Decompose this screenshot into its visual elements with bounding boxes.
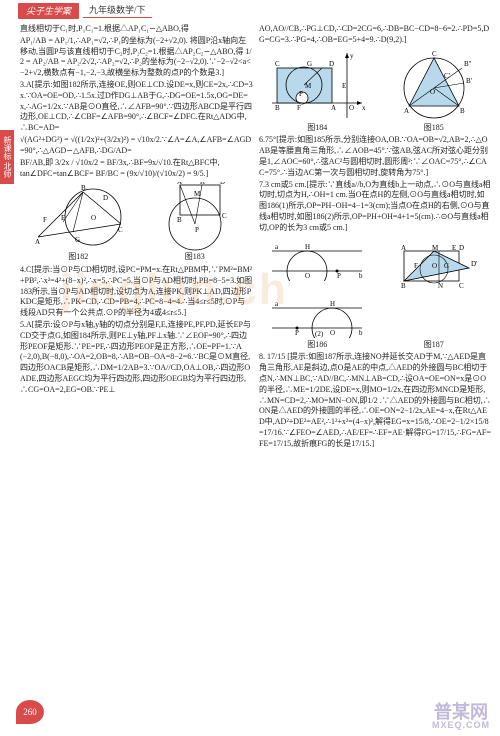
svg-text:O: O — [330, 329, 335, 337]
svg-text:C: C — [275, 60, 280, 68]
svg-text:O: O — [305, 272, 310, 280]
svg-text:C: C — [459, 282, 464, 290]
svg-text:(2): (2) — [315, 330, 324, 338]
figure-182: A B E F G C O D 图182 — [33, 182, 123, 263]
svg-text:P: P — [337, 272, 341, 280]
fig-label: 图182 — [33, 252, 123, 263]
figure-185: A C B O B'' B' C' 图185 — [384, 48, 484, 134]
svg-text:B: B — [401, 282, 406, 290]
svg-text:a: a — [275, 300, 279, 308]
right-column: AO,AO//CB,∴PG⊥CD,∴CD=2CG=6,∴DB=BC−CD=8−6… — [259, 24, 492, 700]
svg-text:H: H — [330, 300, 335, 308]
text: 3.A[提示:如图182所示,连接OE,则OE⊥CD.设DE=x,则CE=2x,… — [20, 80, 253, 134]
svg-text:P: P — [295, 329, 299, 337]
fig-label: 图185 — [384, 123, 484, 134]
svg-text:A: A — [401, 244, 406, 252]
figure-184: C D G B P M A O E F x y 图184 — [267, 48, 367, 134]
svg-text:B: B — [81, 184, 86, 192]
text: 8. 17/15 [提示:如图187所示,连接NO并延长交AD于M,∵△AED是… — [259, 352, 492, 449]
svg-text:C': C' — [444, 72, 450, 80]
svg-text:D: D — [459, 244, 464, 252]
svg-text:B: B — [275, 104, 280, 112]
svg-text:A: A — [35, 238, 40, 246]
svg-text:N: N — [438, 282, 443, 290]
svg-text:x: x — [362, 104, 366, 112]
text: tan∠DFC=tan∠BCF= BF/BC = (9x/√10)/(√10x/… — [20, 169, 253, 180]
svg-text:D': D' — [471, 260, 477, 268]
fig-label: 图186 — [307, 340, 327, 351]
figure-186-set: a H O P b A D B C O N — [259, 236, 492, 351]
svg-text:B: B — [177, 216, 182, 224]
watermark-bottom: 普某网 MXEQ.COM — [432, 703, 490, 730]
svg-text:A: A — [404, 107, 409, 115]
svg-text:E: E — [61, 214, 65, 222]
figure-187: A D B C O N E M D' F G — [384, 236, 484, 291]
fig-label: 图183 — [150, 252, 240, 263]
left-column: 直线相切于C₁时,P₁C₁=1.根据△AP₁C₁∽△ABO,得 AP₁/AB =… — [20, 24, 253, 700]
svg-text:K: K — [200, 182, 205, 186]
header-badge: 尖子生学案 — [18, 3, 79, 19]
svg-text:B': B' — [466, 77, 472, 85]
text: 直线相切于C₁时,P₁C₁=1.根据△AP₁C₁∽△ABO,得 — [20, 24, 253, 35]
svg-text:C: C — [432, 50, 437, 58]
text: 5.A[提示:设⊙P与x轴,y轴的切点分别是F,E,连接PE,PF,PD,延长E… — [20, 320, 253, 396]
svg-text:B: B — [460, 107, 465, 115]
svg-text:G: G — [307, 60, 312, 68]
content-area: 直线相切于C₁时,P₁C₁=1.根据△AP₁C₁∽△ABO,得 AP₁/AB =… — [0, 22, 500, 702]
figure-row-184-185: C D G B P M A O E F x y 图184 — [259, 48, 492, 134]
page-header: 尖子生学案 九年级数学/下 — [0, 0, 500, 22]
svg-text:F: F — [414, 262, 418, 270]
text: 4.C[提示:当⊙P与CD相切时,设PC=PM=x.在Rt△PBM中,∵PM²=… — [20, 265, 253, 319]
svg-text:H: H — [305, 243, 310, 251]
text: 6.75°[提示:如图185所示,分别连接OA,OB.∵OA=OB=√2,AB=… — [259, 135, 492, 178]
svg-text:O: O — [349, 104, 354, 112]
svg-text:O: O — [430, 88, 435, 96]
fig-label: 图184 — [267, 123, 367, 134]
svg-text:C: C — [222, 212, 227, 220]
svg-text:M: M — [432, 244, 439, 252]
svg-text:F: F — [297, 104, 301, 112]
svg-text:b: b — [359, 329, 363, 337]
brand-url: MXEQ.COM — [432, 721, 490, 730]
svg-text:E: E — [452, 244, 456, 252]
fig-label: 图187 — [424, 340, 444, 351]
svg-text:G: G — [75, 236, 80, 244]
svg-text:O: O — [91, 214, 96, 222]
svg-text:F: F — [43, 216, 47, 224]
figure-row-182-183: A B E F G C O D 图182 A K — [20, 182, 253, 263]
page-number: 260 — [16, 700, 44, 724]
svg-text:P: P — [195, 226, 199, 234]
text: AP₁/AB = AP₁/1,∴AP₁=√2,∴P₁的坐标为(−2+√2,0).… — [20, 36, 253, 79]
svg-text:D: D — [103, 194, 108, 202]
header-title: 九年级数学/下 — [83, 4, 152, 18]
svg-text:M: M — [305, 82, 312, 90]
text: √(AG²+DG²) = √((1/2x)²+(3/2x)²) = √10x/2… — [20, 135, 253, 157]
sidebar-tab: 新课标 北师 — [0, 130, 14, 184]
svg-text:D: D — [329, 60, 334, 68]
svg-text:b: b — [359, 272, 363, 280]
svg-text:D: D — [220, 182, 225, 186]
svg-text:A: A — [331, 104, 336, 112]
svg-text:G: G — [444, 262, 449, 270]
svg-text:M: M — [194, 190, 201, 198]
figure-186-2: a H O P b (2) — [267, 293, 367, 338]
svg-text:y: y — [350, 52, 354, 60]
svg-text:O: O — [432, 262, 437, 270]
figure-183: A K D B P C M 图183 — [150, 182, 240, 263]
text: 7.3 cm或5 cm.[提示:∵直线a//b,O为直线b上一动点,∴⊙O与直线… — [259, 180, 492, 234]
svg-text:A: A — [177, 182, 182, 186]
figure-186-1: a H O P b — [267, 236, 367, 281]
svg-text:a: a — [275, 243, 279, 251]
svg-text:C: C — [118, 226, 123, 234]
svg-text:B'': B'' — [464, 60, 471, 68]
text: AO,AO//CB,∴PG⊥CD,∴CD=2CG=6,∴DB=BC−CD=8−6… — [259, 24, 492, 46]
text: BF/AB,即 3/2x / √10x/2 = BF/3x,∴BF=9x/√10… — [20, 158, 253, 169]
svg-text:E: E — [342, 82, 346, 90]
svg-text:P: P — [299, 90, 303, 98]
brand-text: 普某网 — [432, 703, 490, 721]
